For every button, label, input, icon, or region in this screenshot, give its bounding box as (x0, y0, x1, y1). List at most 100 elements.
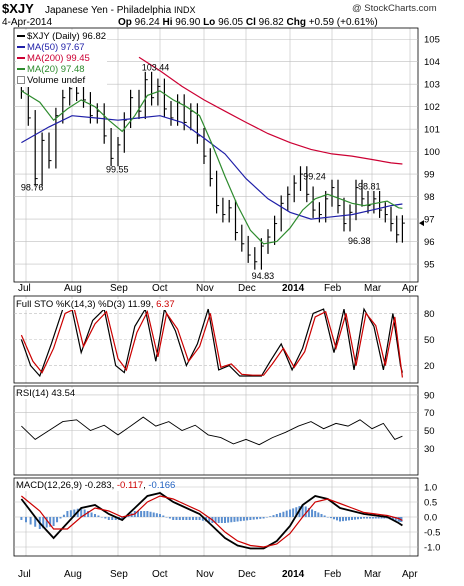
macd-hist-bar (371, 517, 374, 519)
macd-hist-bar (182, 517, 185, 520)
macd-hist-bar (339, 517, 341, 522)
macd-hist-bar (172, 517, 175, 520)
x-axis-label-bottom: Apr (402, 569, 418, 580)
x-axis-label: Dec (238, 283, 256, 294)
x-axis-label: Aug (64, 283, 82, 294)
legend-ma20: MA(20) 97.48 (17, 64, 106, 75)
legend-line-swatch (17, 35, 25, 38)
macd-hist-bar (162, 515, 165, 517)
macd-hist-bar (320, 514, 323, 517)
macd-label-prefix: MACD(12,26,9) (16, 480, 82, 491)
chg-value: +0.59 (+0.61%) (308, 17, 378, 28)
legend-ma50: MA(50) 97.67 (17, 42, 106, 53)
panel-frame (13, 27, 419, 283)
y-tick-label: 102 (424, 102, 440, 113)
macd-hist-bar (380, 517, 383, 519)
macd-hist-bar (188, 517, 191, 520)
macd-hist-bar (227, 517, 230, 523)
y-tick-label: 105 (424, 35, 440, 46)
macd-hist-bar (143, 511, 146, 517)
hi-value: 96.90 (175, 17, 201, 28)
macd-hist-bar (307, 508, 310, 517)
macd-hist-bar (342, 517, 344, 522)
macd-hist-bar (165, 517, 168, 518)
x-axis-label: Jul (18, 283, 31, 294)
macd-hist-bar (136, 511, 139, 517)
macd-hist-bar (279, 512, 282, 517)
op-label: Op (118, 17, 132, 28)
y-tick-label: 50 (424, 426, 435, 437)
price-annotation: 99.55 (106, 165, 129, 175)
watermark: @ StockCharts.com (352, 3, 437, 14)
y-tick-label: 97 (424, 215, 435, 226)
macd-hist-bar (354, 517, 356, 520)
macd-hist-bar (239, 517, 242, 522)
macd-hist-bar (45, 517, 48, 528)
y-tick-label: 20 (424, 361, 435, 372)
price-annotation: 99.24 (303, 172, 326, 182)
legend-box-swatch (17, 76, 25, 85)
macd-hist-bar (20, 517, 23, 520)
macd-hist-bar (345, 517, 347, 521)
macd-hist-bar (275, 514, 278, 517)
macd-hist-bar (317, 512, 320, 517)
y-tick-label: 99 (424, 170, 435, 181)
macd-hist-bar (336, 517, 338, 521)
macd-hist-bar (208, 517, 211, 523)
macd-hist-bar (366, 517, 368, 519)
macd-hist-bar (100, 517, 103, 518)
macd-hist-bar (236, 517, 239, 522)
macd-hist-bar (192, 517, 194, 520)
macd-hist-bar (146, 511, 149, 517)
price-annotation: 94.83 (252, 271, 275, 281)
sto-d-value: 6.37 (156, 299, 175, 310)
y-tick-label: 0.5 (424, 498, 437, 509)
macd-hist-bar (49, 517, 52, 527)
ma-line-2 (138, 56, 403, 165)
macd-hist-bar (265, 517, 268, 518)
macd-hist-bar (59, 517, 62, 519)
macd-hist-bar (259, 517, 262, 519)
macd-hist-bar (242, 517, 245, 521)
macd-hist-bar (272, 515, 275, 517)
x-axis-label-bottom: Dec (238, 569, 256, 580)
x-axis-label-bottom: Sep (110, 569, 128, 580)
legend-ma200: MA(200) 99.45 (17, 53, 106, 64)
macd-hist-bar (107, 517, 110, 520)
instrument-name: Japanese Yen - Philadelphia INDX (45, 4, 196, 17)
macd-hist-bar (394, 517, 397, 521)
macd-hist-bar (97, 515, 100, 517)
legend-line-swatch (17, 57, 25, 60)
macd-hist-bar (104, 517, 107, 519)
y-tick-label: 30 (424, 444, 435, 455)
macd-hist-bar (178, 517, 181, 520)
macd-hist-bar (114, 517, 117, 520)
sto-label: Full STO %K(14,3) %D(3) 11.99, 6.37 (16, 299, 175, 310)
macd-hist-bar (333, 517, 335, 520)
y-tick-label: 50 (424, 335, 435, 346)
macd-hist-bar (66, 511, 69, 517)
rsi-label-text: RSI(14) 43.54 (16, 388, 76, 399)
y-tick-label: 1.0 (424, 483, 437, 494)
x-axis-label: Apr (402, 283, 418, 294)
exchange: INDX (174, 5, 196, 15)
macd-hist-bar (140, 511, 143, 517)
hi-label: Hi (162, 17, 173, 28)
macd-hist-bar (363, 517, 365, 519)
macd-hist-bar (198, 517, 201, 520)
macd-hist-bar (329, 517, 332, 519)
macd-hist-bar (62, 514, 65, 517)
legend-ma200-text: MA(200) 99.45 (27, 53, 90, 64)
macd-hist-bar (73, 509, 76, 517)
op-value: 96.24 (134, 17, 160, 28)
macd-hist-bar (292, 508, 295, 517)
y-tick-label: 101 (424, 125, 440, 136)
macd-hist-bar (301, 505, 304, 517)
macd-hist-bar (351, 517, 353, 520)
macd-hist-bar (80, 508, 83, 517)
y-tick-label: 95 (424, 260, 435, 271)
x-axis-label: Sep (110, 283, 128, 294)
macd-hist-bar (201, 517, 204, 521)
macd-hist-bar (369, 517, 371, 519)
